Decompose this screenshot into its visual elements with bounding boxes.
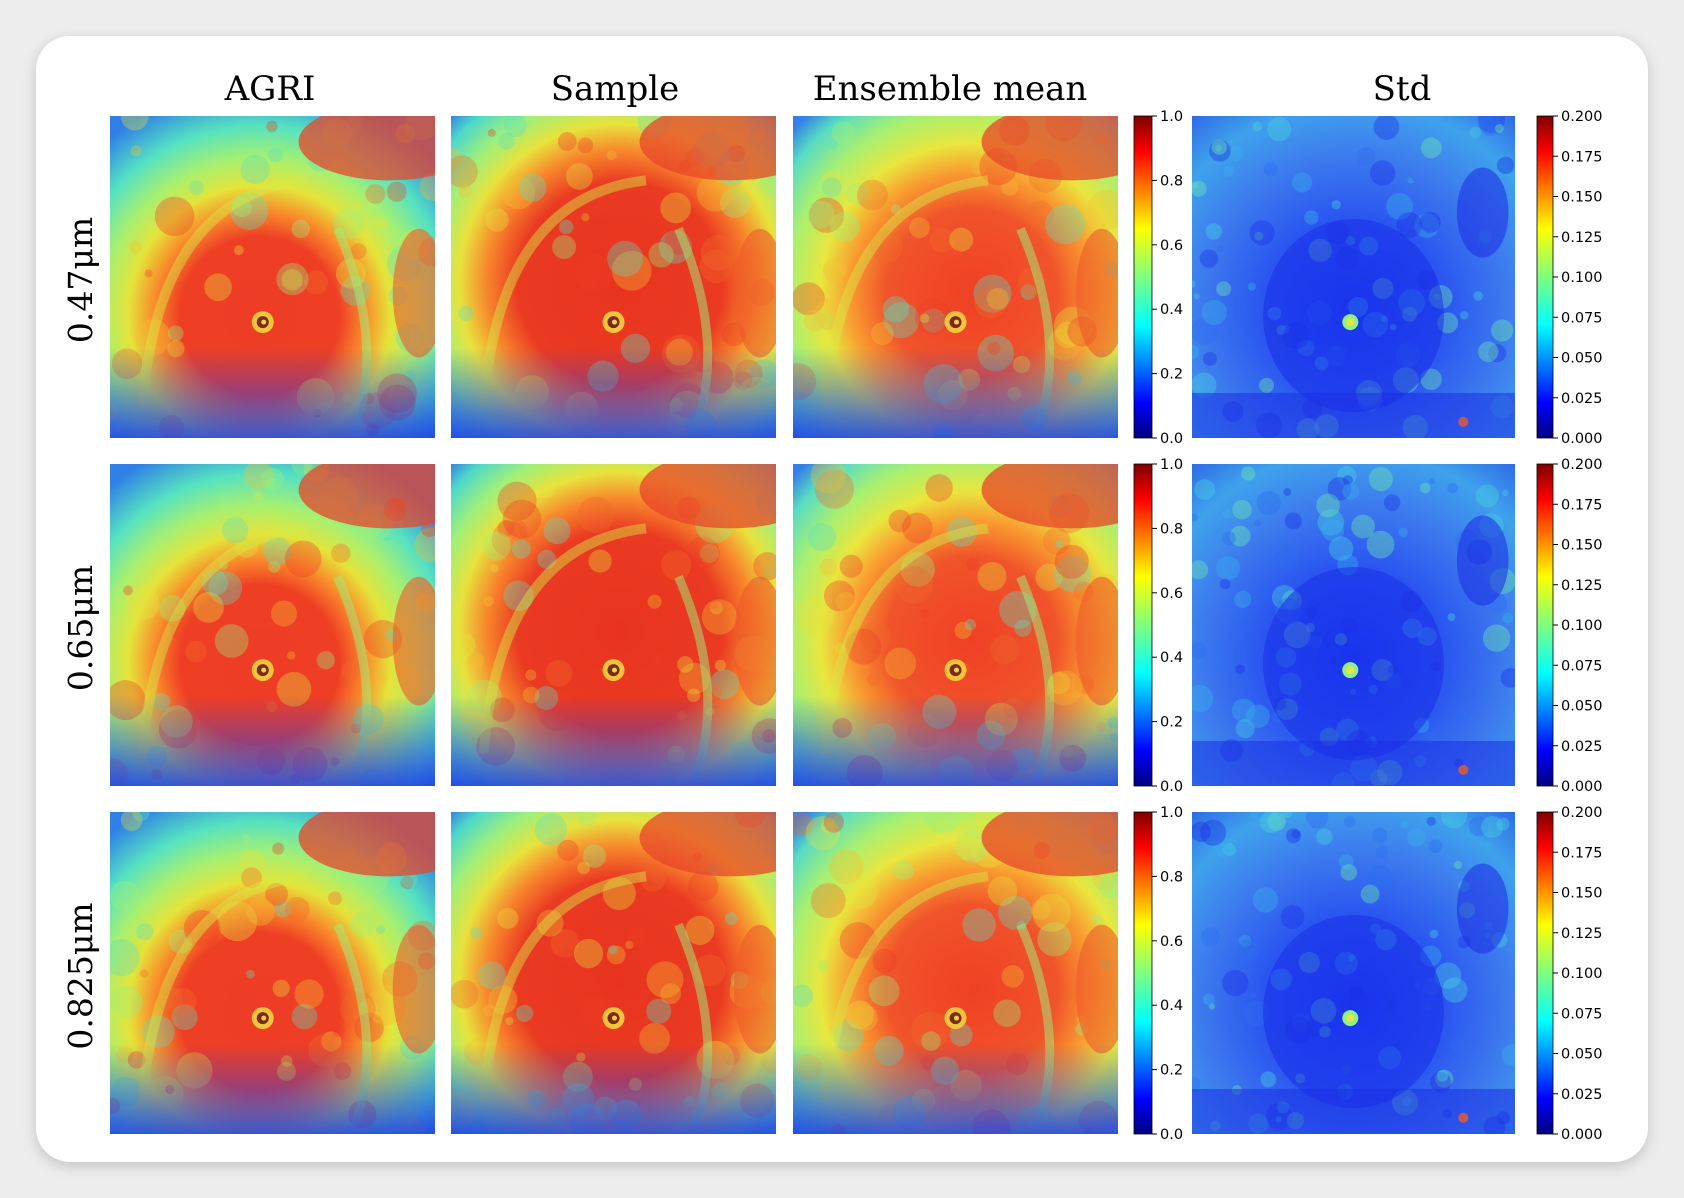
colorbar-tick-label: 0.050: [1561, 699, 1603, 715]
column-title-ensemble-mean: Ensemble mean: [813, 69, 1088, 109]
row-title-0825: 0.825μm: [61, 902, 100, 1049]
colorbar-tick-label: 0.025: [1561, 391, 1603, 407]
colorbar-gradient: [1536, 463, 1554, 787]
colorbar-tick-label: 0.6: [1160, 586, 1183, 602]
colorbar-tick-label: 0.200: [1561, 457, 1603, 473]
colorbar-tick-label: 0.025: [1561, 1087, 1603, 1103]
colorbar-gradient: [1133, 463, 1153, 787]
panel-ensemble-mean-065: [793, 464, 1118, 786]
row-title-047: 0.47μm: [61, 217, 100, 343]
panel-sample-065: [451, 464, 776, 786]
colorbar-tick-label: 0.200: [1561, 109, 1603, 125]
panel-agri-047: [110, 116, 435, 438]
colorbar-tick-label: 0.4: [1160, 302, 1183, 318]
colorbar-tick-label: 0.075: [1561, 658, 1603, 674]
colorbar-tick-label: 1.0: [1160, 805, 1183, 821]
colorbar-tick-label: 0.150: [1561, 190, 1603, 206]
panel-ensemble-mean-0825: [793, 812, 1118, 1134]
colorbar-tick-label: 0.075: [1561, 310, 1603, 326]
colorbar-tick-label: 1.0: [1160, 457, 1183, 473]
colorbar-tick-label: 0.100: [1561, 618, 1603, 634]
row-title-065: 0.65μm: [61, 565, 100, 691]
colorbar-gradient: [1133, 811, 1153, 1135]
colorbar-tick-label: 0.175: [1561, 149, 1603, 165]
colorbar-tick-label: 0.050: [1561, 1047, 1603, 1063]
colorbar-tick-label: 0.200: [1561, 805, 1603, 821]
colorbar-tick-label: 0.4: [1160, 998, 1183, 1014]
colorbar-tick-label: 0.0: [1160, 1127, 1183, 1143]
panel-std-065: [1192, 464, 1515, 786]
colorbar-std-0825: 0.000 0.025 0.050 0.075 0.100 0.125 0.150 0.175…: [1536, 805, 1603, 1143]
colorbar-tick-label: 0.0: [1160, 431, 1183, 447]
colorbar-tick-label: 0.4: [1160, 650, 1183, 666]
colorbar-tick-label: 0.075: [1561, 1006, 1603, 1022]
colorbar-tick-label: 0.125: [1561, 926, 1603, 942]
colorbar-tick-label: 0.2: [1160, 715, 1183, 731]
colorbar-gradient: [1536, 115, 1554, 439]
colorbar-tick-label: 0.100: [1561, 270, 1603, 286]
image-panels: [110, 116, 1515, 1134]
panel-agri-065: [110, 464, 435, 786]
colorbar-main-0825: 0.0 0.2 0.4 0.6 0.8 1.0: [1133, 805, 1183, 1143]
colorbars: 0.00.20.40.60.81.00.0000.0250.0500.0750.…: [1133, 109, 1603, 1143]
colorbar-tick-label: 0.050: [1561, 351, 1603, 367]
colorbar-tick-label: 0.150: [1561, 538, 1603, 554]
colorbar-tick-label: 0.8: [1160, 521, 1183, 537]
colorbar-std-047: 0.000 0.025 0.050 0.075 0.100 0.125 0.150 0.175…: [1536, 109, 1603, 447]
column-title-agri: AGRI: [224, 69, 316, 109]
colorbar-tick-label: 0.6: [1160, 934, 1183, 950]
colorbar-gradient: [1133, 115, 1153, 439]
column-title-std: Std: [1373, 69, 1432, 109]
panel-std-047: [1192, 116, 1515, 438]
panel-std-0825: [1192, 812, 1515, 1134]
colorbar-std-065: 0.000 0.025 0.050 0.075 0.100 0.125 0.150 0.175…: [1536, 457, 1603, 795]
column-title-sample: Sample: [551, 69, 680, 109]
colorbar-tick-label: 0.6: [1160, 238, 1183, 254]
colorbar-main-065: 0.0 0.2 0.4 0.6 0.8 1.0: [1133, 457, 1183, 795]
colorbar-tick-label: 0.8: [1160, 173, 1183, 189]
colorbar-main-047: 0.0 0.2 0.4 0.6 0.8 1.0: [1133, 109, 1183, 447]
panel-sample-0825: [451, 812, 776, 1134]
colorbar-tick-label: 0.125: [1561, 230, 1603, 246]
colorbar-tick-label: 1.0: [1160, 109, 1183, 125]
colorbar-tick-label: 0.175: [1561, 845, 1603, 861]
colorbar-tick-label: 0.125: [1561, 578, 1603, 594]
colorbar-tick-label: 0.000: [1561, 431, 1603, 447]
colorbar-tick-label: 0.000: [1561, 1127, 1603, 1143]
panel-agri-0825: [110, 812, 435, 1134]
colorbar-tick-label: 0.8: [1160, 869, 1183, 885]
colorbar-tick-label: 0.000: [1561, 779, 1603, 795]
colorbar-tick-label: 0.2: [1160, 367, 1183, 383]
colorbar-tick-label: 0.0: [1160, 779, 1183, 795]
colorbar-tick-label: 0.100: [1561, 966, 1603, 982]
colorbar-tick-label: 0.025: [1561, 739, 1603, 755]
colorbar-tick-label: 0.2: [1160, 1063, 1183, 1079]
colorbar-tick-label: 0.175: [1561, 497, 1603, 513]
colorbar-tick-label: 0.150: [1561, 886, 1603, 902]
panel-sample-047: [451, 116, 776, 438]
colorbar-gradient: [1536, 811, 1554, 1135]
panel-ensemble-mean-047: [793, 116, 1118, 438]
